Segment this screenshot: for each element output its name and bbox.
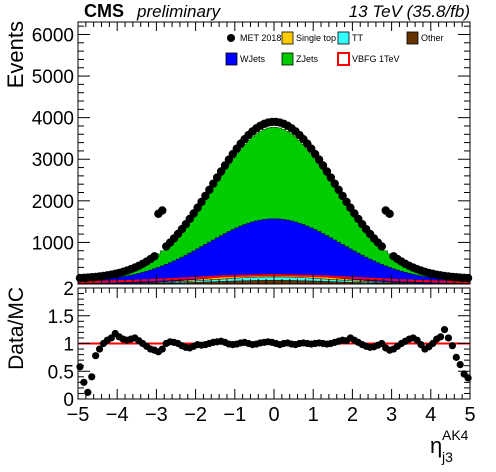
data-point	[216, 167, 226, 176]
data-point	[334, 185, 343, 195]
legend-label: Other	[421, 33, 444, 43]
x-tick-label: 3	[386, 404, 397, 426]
data-point	[385, 209, 394, 218]
x-tick-label: 4	[425, 404, 436, 426]
data-point	[209, 179, 218, 188]
legend-swatch-icon	[281, 31, 294, 45]
ratio-point	[88, 373, 96, 381]
legend-entry: Single top	[281, 31, 336, 45]
legend-entry: VBFG 1TeV	[337, 52, 400, 66]
legend-label: Single top	[296, 33, 336, 43]
ratio-panel: 0 0.5 1 1.5 2 −5 −4 −3 −2 −1 0 1 2 3 4 5 Data/MC η AK4…	[5, 279, 476, 465]
x-tick-label: −2	[184, 404, 207, 426]
ratio-point	[437, 333, 445, 341]
y-tick-label: 6000	[32, 25, 74, 46]
legend-label: TT	[352, 33, 363, 43]
x-axis-title: η	[430, 433, 442, 458]
y-tick-label: 3000	[32, 150, 74, 171]
ratio-y-tick-label: 1	[63, 335, 74, 356]
data-point	[330, 179, 339, 188]
data-point	[318, 161, 328, 170]
x-tick-label: −4	[106, 404, 129, 426]
ratio-point	[92, 352, 100, 360]
ratio-point	[95, 345, 104, 353]
ratio-point	[84, 388, 92, 396]
legend-swatch-icon	[337, 31, 350, 45]
ratio-y-tick-label: 0	[63, 390, 74, 411]
data-point	[205, 185, 214, 195]
ratio-point	[76, 363, 84, 371]
main-x-axis	[77, 22, 471, 284]
y-tick-label: 5000	[32, 67, 74, 88]
ratio-y-tick-label: 2	[63, 279, 74, 300]
legend-label: MET 2018	[240, 33, 281, 43]
legend-entry: WJets	[225, 52, 266, 66]
y-tick-label: 2000	[32, 192, 74, 213]
data-point	[201, 191, 210, 201]
data-point	[212, 173, 222, 182]
main-y-axis-title: Events	[3, 21, 28, 88]
y-tick-label: 4000	[32, 109, 74, 130]
x-axis-title-sup: AK4	[442, 427, 469, 443]
ratio-x-axis: −5 −4 −3 −2 −1 0 1 2 3 4 5	[67, 288, 476, 426]
x-tick-label: −1	[223, 404, 246, 426]
legend-entry: Other	[406, 31, 444, 45]
data-point	[197, 197, 206, 207]
x-tick-label: 0	[268, 404, 279, 426]
x-axis-title-sub: j3	[441, 449, 453, 465]
data-point	[158, 206, 167, 215]
legend-marker-icon	[227, 34, 235, 42]
ratio-point	[456, 360, 464, 369]
ratio-point	[464, 374, 472, 382]
x-axis-title-main: η	[430, 433, 442, 458]
ratio-y-tick-label: 1.5	[48, 307, 74, 328]
x-tick-label: 5	[464, 404, 475, 426]
legend-entry: MET 2018	[227, 33, 281, 43]
ratio-point	[158, 345, 166, 353]
data-point	[338, 191, 347, 201]
ratio-y-axis: 0 0.5 1 1.5 2	[48, 279, 470, 411]
energy-label: 13 TeV (35.8/fb)	[349, 2, 470, 21]
ratio-y-tick-label: 0.5	[48, 362, 74, 383]
ratio-point	[440, 326, 449, 334]
data-point	[377, 242, 386, 251]
x-tick-label: −3	[145, 404, 168, 426]
legend-line-icon	[337, 52, 350, 66]
ratio-point	[444, 334, 453, 342]
main-panel: 1000 2000 3000 4000 5000 6000 Events MET 2018…	[3, 21, 473, 285]
ratio-point	[448, 342, 456, 350]
legend-swatch-icon	[406, 31, 419, 45]
legend-label: ZJets	[296, 54, 319, 64]
legend-label: VBFG 1TeV	[352, 54, 400, 64]
data-point	[463, 273, 473, 283]
x-tick-label: 2	[347, 404, 358, 426]
status-label: preliminary	[136, 2, 222, 21]
legend: MET 2018 Single top TT Other WJets ZJets VBFG …	[225, 31, 444, 66]
legend-swatch-icon	[225, 52, 238, 66]
x-tick-label: −5	[67, 404, 90, 426]
ratio-y-axis-title: Data/MC	[5, 287, 28, 370]
ratio-point	[452, 353, 460, 361]
data-point	[326, 173, 336, 182]
data-point	[322, 167, 332, 176]
legend-label: WJets	[240, 54, 266, 64]
experiment-label: CMS	[84, 1, 124, 21]
x-tick-label: 1	[308, 404, 319, 426]
main-y-axis: 1000 2000 3000 4000 5000 6000	[32, 25, 470, 277]
legend-entry: TT	[337, 31, 363, 45]
legend-swatch-icon	[281, 52, 294, 66]
y-tick-label: 1000	[32, 233, 74, 254]
data-point	[150, 252, 159, 261]
legend-entry: ZJets	[281, 52, 319, 66]
